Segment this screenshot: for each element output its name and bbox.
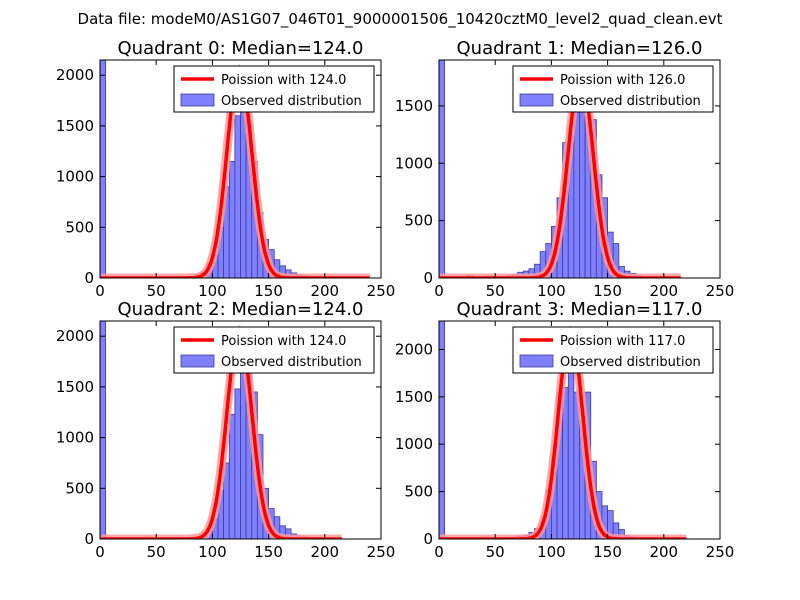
y-tick-label: 500 <box>404 212 433 230</box>
histogram-bar <box>439 321 446 539</box>
y-tick-label: 500 <box>65 218 94 236</box>
y-tick-label: 1500 <box>395 388 433 406</box>
histogram-bar <box>240 368 247 539</box>
poisson-line <box>440 71 681 278</box>
y-tick-label: 1500 <box>395 97 433 115</box>
legend: Poission with 126.0 Observed distribution <box>512 65 714 113</box>
histogram-bar <box>228 160 236 278</box>
x-tick-label: 50 <box>486 543 505 561</box>
x-tick-label: 0 <box>95 282 105 300</box>
legend-label-observed: Observed distribution <box>221 355 362 370</box>
quadrant-1-plot-area <box>439 60 681 278</box>
x-tick-label: 50 <box>147 282 166 300</box>
y-tick-label: 1500 <box>56 117 94 135</box>
legend-label-poisson: Poission with 117.0 <box>560 334 685 349</box>
histogram-bar <box>234 115 241 278</box>
x-tick-label: 200 <box>649 282 678 300</box>
quadrant-0-panel: 0 50 100 150 200 250 0 500 1000 1500 2000 Quadrant … <box>56 38 396 300</box>
y-tick-label: 2000 <box>56 327 94 345</box>
axes-frame <box>438 59 721 279</box>
x-tick-label: 200 <box>310 282 339 300</box>
histogram-bar <box>228 413 236 539</box>
x-tick-label: 100 <box>537 282 566 300</box>
axes-frame <box>99 59 382 279</box>
histogram-bar <box>100 321 107 539</box>
legend-patch-swatch <box>519 354 554 368</box>
poisson-line <box>101 328 342 539</box>
quadrant-2-plot-area <box>100 321 342 539</box>
legend-label-poisson: Poission with 124.0 <box>221 73 346 88</box>
axes-frame <box>438 320 721 540</box>
y-tick-label: 1000 <box>395 435 433 453</box>
quadrant-title: Quadrant 2: Median=124.0 <box>118 299 364 320</box>
legend-patch-swatch <box>519 93 554 107</box>
quadrant-2-panel: 0 50 100 150 200 250 0 500 1000 1500 2000 Quadrant … <box>56 299 396 561</box>
y-tick-label: 500 <box>65 479 94 497</box>
x-tick-label: 0 <box>434 282 444 300</box>
quadrant-3-panel: 0 50 100 150 200 250 0 500 1000 1500 2000 Quadrant … <box>395 299 735 561</box>
x-tick-label: 0 <box>95 543 105 561</box>
legend: Poission with 124.0 Observed distribution <box>173 65 375 113</box>
histogram-bar <box>100 60 107 278</box>
quadrant-title: Quadrant 0: Median=124.0 <box>118 38 364 59</box>
x-tick-label: 150 <box>254 543 283 561</box>
legend-label-observed: Observed distribution <box>221 94 362 109</box>
y-tick-label: 0 <box>84 530 94 548</box>
quadrant-1-panel: 0 50 100 150 200 250 0 500 1000 1500 Quadrant 1: M… <box>395 38 735 300</box>
legend-patch-swatch <box>180 354 215 368</box>
x-tick-label: 0 <box>434 543 444 561</box>
y-tick-label: 1000 <box>56 429 94 447</box>
legend: Poission with 124.0 Observed distribution <box>173 326 375 374</box>
quadrant-title: Quadrant 3: Median=117.0 <box>457 299 703 320</box>
y-tick-label: 2000 <box>56 66 94 84</box>
x-tick-label: 200 <box>310 543 339 561</box>
histogram-bar <box>439 60 446 278</box>
x-tick-label: 150 <box>593 282 622 300</box>
y-tick-label: 1000 <box>395 154 433 172</box>
x-tick-label: 200 <box>649 543 678 561</box>
x-tick-label: 150 <box>254 282 283 300</box>
x-tick-label: 250 <box>706 282 735 300</box>
y-tick-label: 0 <box>423 530 433 548</box>
legend: Poission with 117.0 Observed distribution <box>512 326 714 374</box>
histogram-bar <box>234 388 241 539</box>
y-tick-label: 500 <box>404 483 433 501</box>
x-tick-label: 100 <box>198 282 227 300</box>
y-tick-label: 0 <box>423 269 433 287</box>
x-tick-label: 100 <box>198 543 227 561</box>
x-tick-label: 100 <box>537 543 566 561</box>
legend-label-poisson: Poission with 124.0 <box>221 334 346 349</box>
x-tick-label: 250 <box>367 282 396 300</box>
y-tick-label: 1500 <box>56 378 94 396</box>
x-tick-label: 150 <box>593 543 622 561</box>
figure-suptitle: Data file: modeM0/AS1G07_046T01_90000015… <box>78 10 723 29</box>
histogram-bar <box>562 386 569 539</box>
legend-patch-swatch <box>180 93 215 107</box>
legend-label-observed: Observed distribution <box>560 355 701 370</box>
x-tick-label: 50 <box>486 282 505 300</box>
y-tick-label: 1000 <box>56 168 94 186</box>
histogram-bar <box>567 367 575 539</box>
legend-label-observed: Observed distribution <box>560 94 701 109</box>
axes-frame <box>99 320 382 540</box>
x-tick-label: 250 <box>367 543 396 561</box>
y-tick-label: 2000 <box>395 340 433 358</box>
x-tick-label: 250 <box>706 543 735 561</box>
quadrant-title: Quadrant 1: Median=126.0 <box>457 38 703 59</box>
x-tick-label: 50 <box>147 543 166 561</box>
legend-label-poisson: Poission with 126.0 <box>560 73 685 88</box>
y-tick-label: 0 <box>84 269 94 287</box>
